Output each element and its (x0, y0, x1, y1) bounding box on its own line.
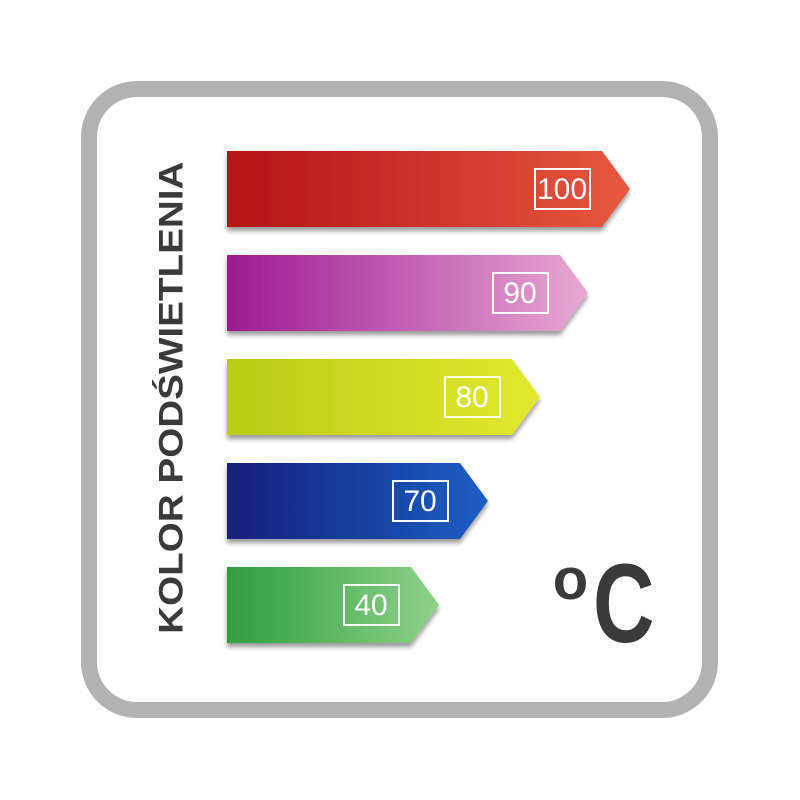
svg-text:70: 70 (403, 485, 436, 518)
svg-text:100: 100 (537, 173, 587, 206)
svg-text:40: 40 (354, 589, 387, 622)
svg-text:90: 90 (503, 277, 536, 310)
svg-text:80: 80 (455, 381, 488, 414)
